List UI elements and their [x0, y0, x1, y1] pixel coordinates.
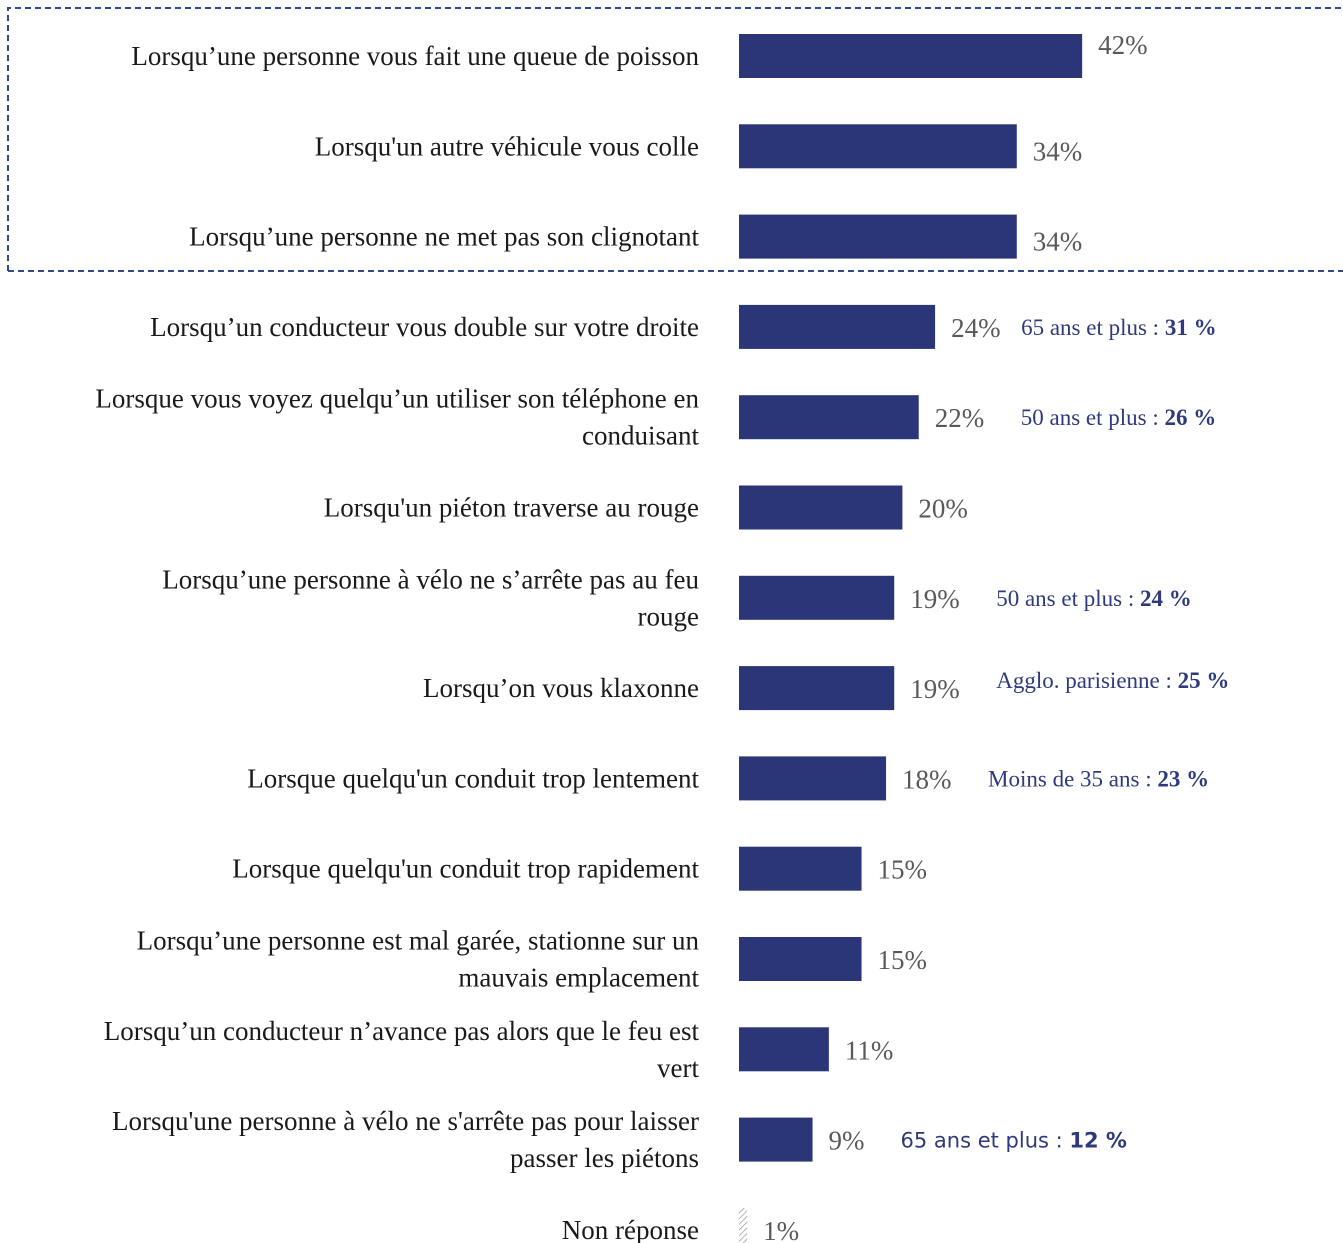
category-label-3: Lorsqu’un conducteur vous double sur vot… — [150, 312, 699, 342]
highlight-box — [7, 7, 1343, 272]
bar-5 — [739, 485, 903, 530]
bar-11 — [739, 1027, 829, 1072]
annotation-7: Agglo. parisienne : 25 % — [996, 668, 1229, 693]
bar-9 — [739, 846, 862, 891]
category-label-1: Lorsqu'un autre véhicule vous colle — [315, 131, 699, 161]
annotation-3: 65 ans et plus : 31 % — [1021, 315, 1217, 340]
value-label-12: 9% — [829, 1126, 865, 1156]
value-label-13: 1% — [763, 1216, 799, 1243]
category-label-0: Lorsqu’une personne vous fait une queue … — [131, 41, 699, 71]
bar-7 — [739, 666, 895, 711]
category-label-4: Lorsque vous voyez quelqu’un utiliser so… — [95, 384, 699, 451]
category-label-2: Lorsqu’une personne ne met pas son clign… — [189, 222, 699, 252]
annotation-6: 50 ans et plus : 24 % — [996, 586, 1192, 611]
bar-0 — [739, 34, 1083, 78]
value-label-9: 15% — [878, 855, 928, 885]
bar-12 — [739, 1117, 813, 1162]
value-label-6: 19% — [910, 584, 960, 614]
category-label-12: Lorsqu'une personne à vélo ne s'arrête p… — [112, 1106, 699, 1173]
bar-1 — [739, 124, 1017, 169]
value-label-0: 42% — [1098, 30, 1148, 60]
bar-6 — [739, 575, 895, 620]
value-label-3: 24% — [951, 313, 1001, 343]
category-label-6: Lorsqu’une personne à vélo ne s’arrête p… — [162, 564, 699, 631]
value-label-5: 20% — [918, 494, 968, 524]
category-label-11: Lorsqu’un conducteur n’avance pas alors … — [104, 1016, 700, 1083]
bar-3 — [739, 304, 936, 349]
value-label-10: 15% — [878, 945, 928, 975]
annotation-4: 50 ans et plus : 26 % — [1021, 405, 1217, 430]
value-label-11: 11% — [845, 1035, 894, 1065]
category-label-13: Non réponse — [562, 1215, 699, 1243]
category-label-10: Lorsqu’une personne est mal garée, stati… — [137, 926, 700, 993]
category-label-8: Lorsque quelqu'un conduit trop lentement — [247, 763, 699, 793]
bar-13 — [739, 1207, 748, 1243]
bar-2 — [739, 214, 1017, 259]
value-label-7: 19% — [910, 674, 960, 704]
value-label-8: 18% — [902, 764, 952, 794]
category-label-9: Lorsque quelqu'un conduit trop rapidemen… — [232, 854, 699, 884]
bar-10 — [739, 937, 862, 981]
annotation-8: Moins de 35 ans : 23 % — [988, 766, 1209, 791]
bar-4 — [739, 395, 919, 440]
category-label-7: Lorsqu’on vous klaxonne — [423, 673, 699, 703]
annotation-12: 65 ans et plus : 12 % — [901, 1129, 1127, 1153]
value-label-2: 34% — [1033, 227, 1083, 257]
category-label-5: Lorsqu'un piéton traverse au rouge — [324, 493, 699, 523]
bar-8 — [739, 756, 887, 801]
value-label-1: 34% — [1033, 136, 1083, 166]
value-label-4: 22% — [935, 403, 985, 433]
